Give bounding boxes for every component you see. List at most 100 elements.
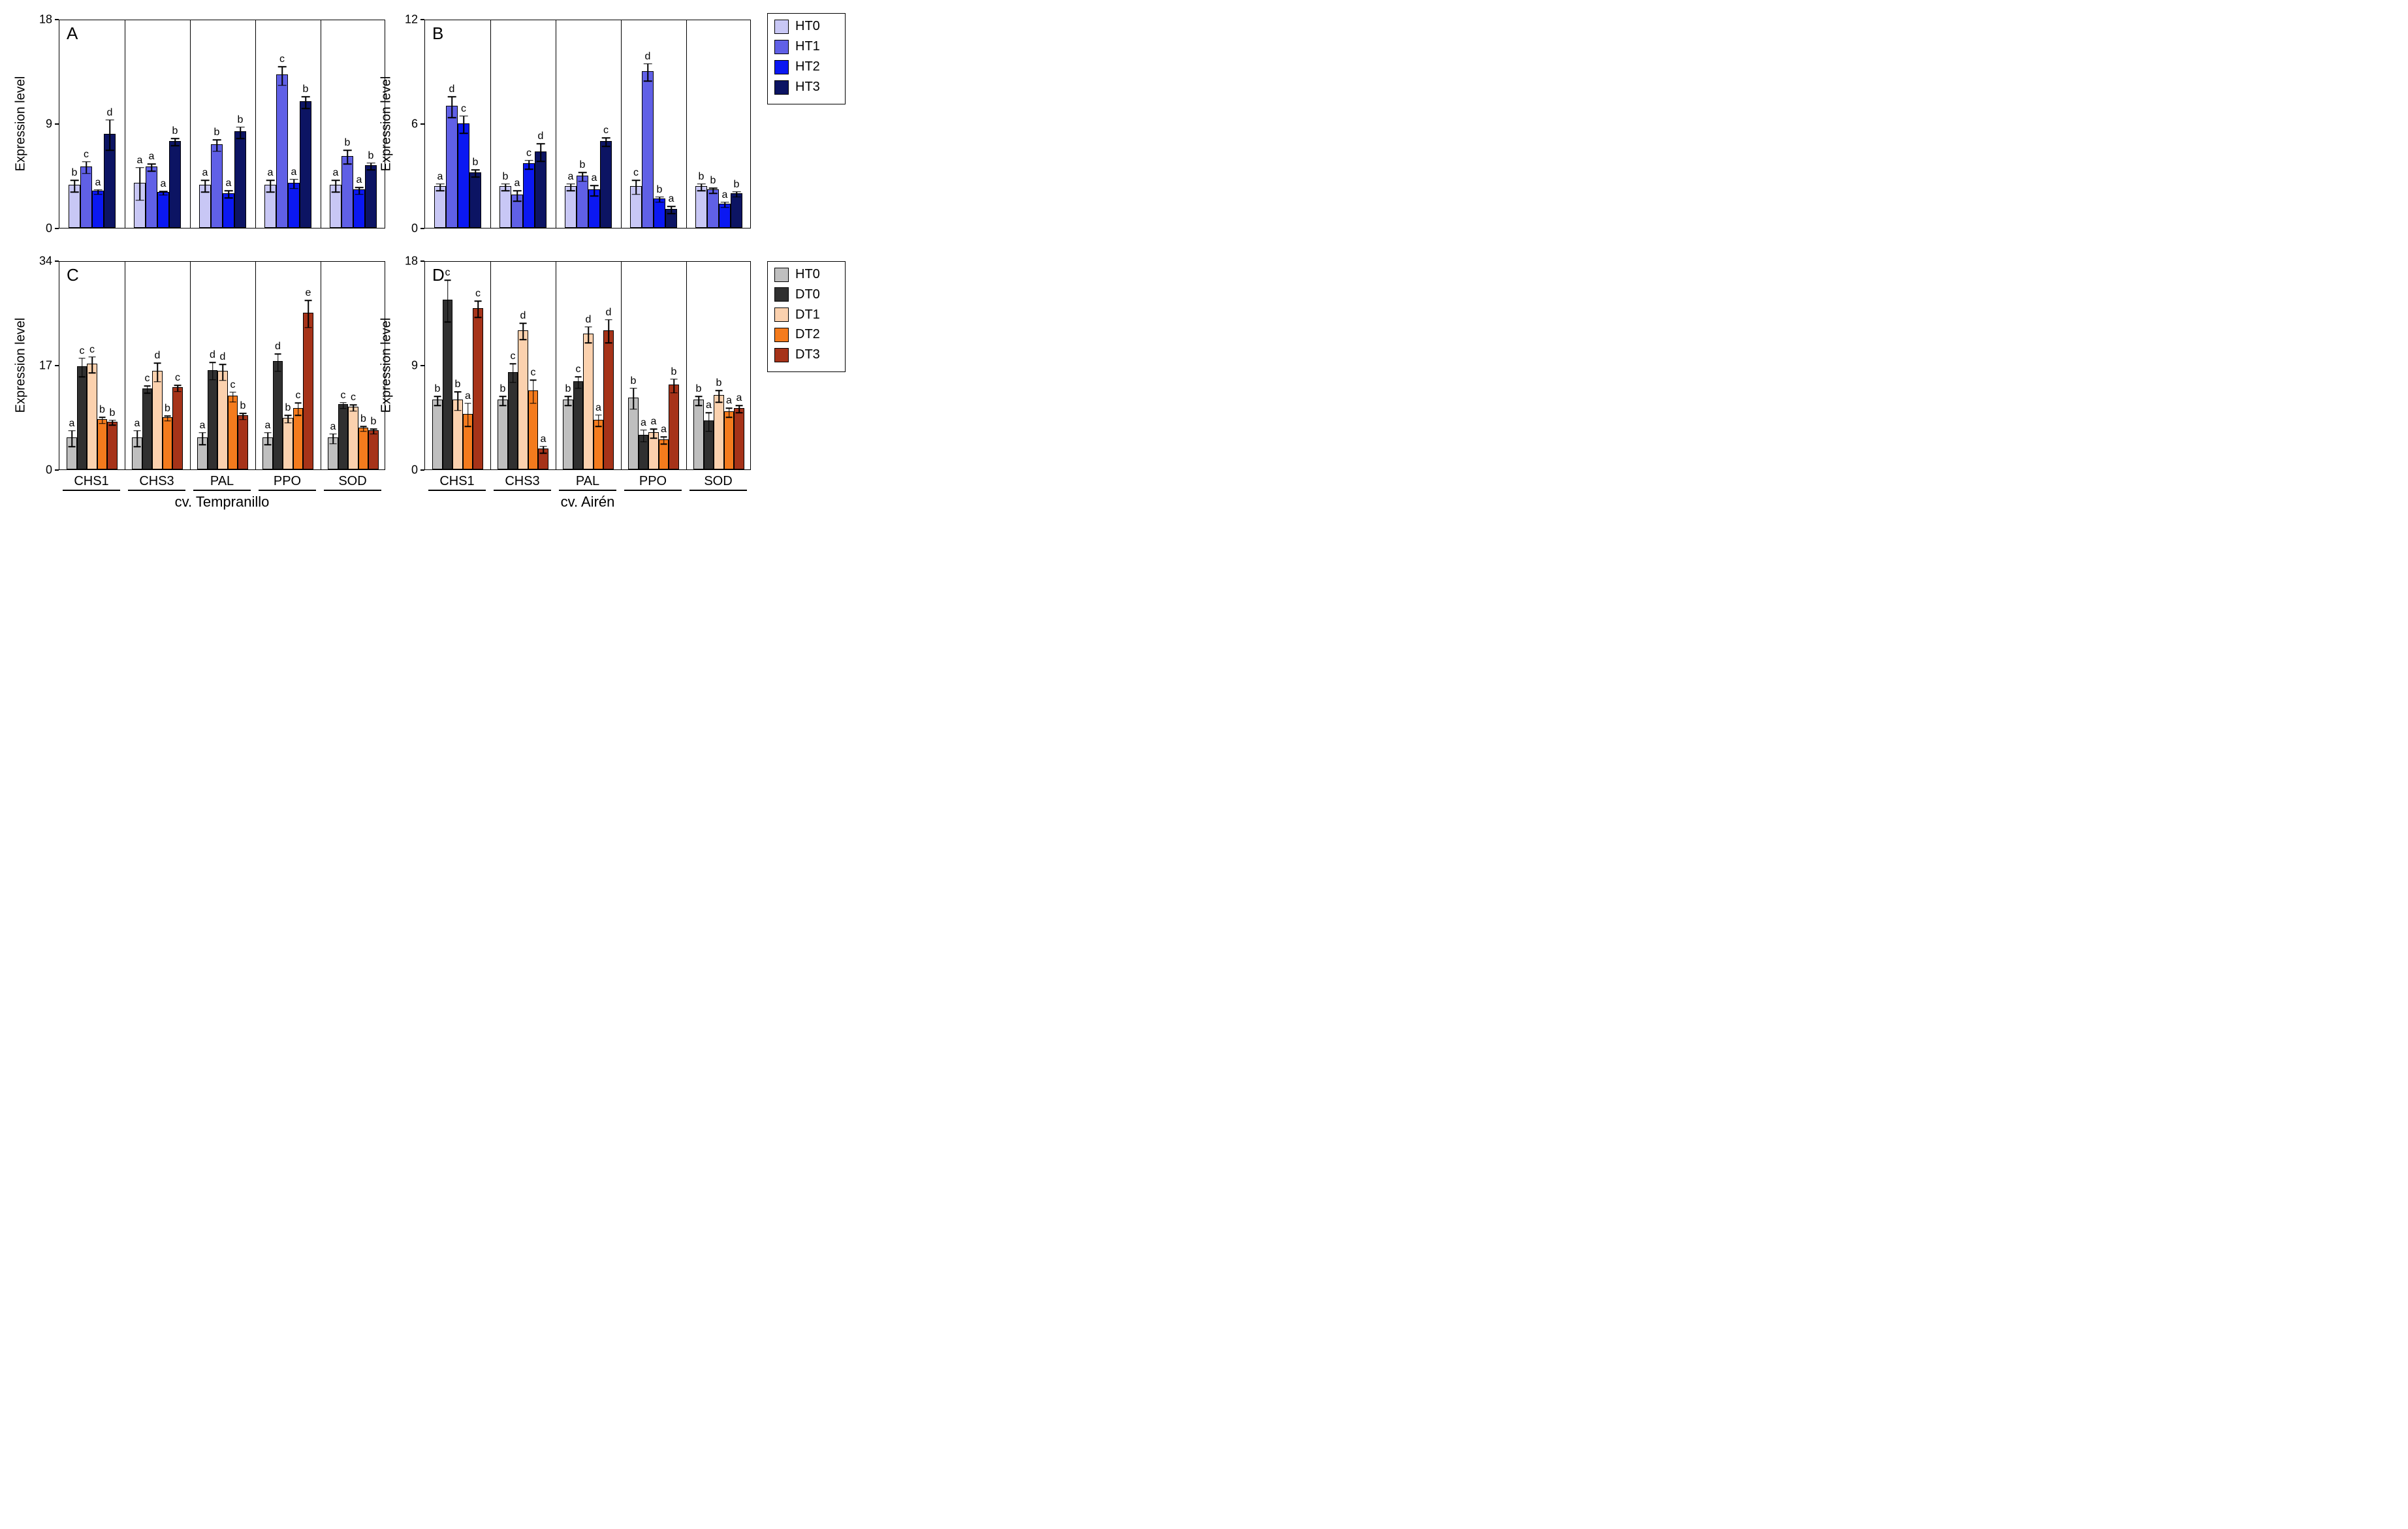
significance-label: a (669, 193, 674, 205)
panel-D: bcbacbcdcabcdadbaaabbabaa (424, 261, 751, 470)
error-cap (644, 81, 652, 82)
legend-label: HT1 (795, 39, 820, 54)
error-cap (733, 197, 741, 198)
legend-item: DT3 (774, 347, 820, 362)
y-tick-label: 17 (33, 359, 52, 373)
legend-item: HT0 (774, 267, 820, 282)
significance-label: b (99, 404, 105, 416)
error-cap (667, 206, 676, 208)
bar (669, 385, 679, 469)
bar (731, 193, 742, 228)
bar (163, 417, 173, 469)
bar (293, 408, 304, 469)
bar (693, 400, 704, 469)
significance-label: c (230, 379, 236, 391)
bar (724, 411, 735, 469)
y-tick (55, 123, 59, 125)
significance-label: b (214, 127, 220, 138)
bar (303, 313, 313, 469)
significance-label: c (80, 345, 85, 357)
group-divider (490, 20, 491, 228)
y-tick (420, 19, 424, 20)
error-bar (647, 64, 648, 82)
bar (300, 101, 311, 228)
bar (523, 163, 535, 228)
y-tick (420, 228, 424, 229)
x-category-label: CHS1 (439, 474, 474, 489)
significance-label: e (306, 287, 311, 299)
error-cap (134, 430, 141, 432)
legend-top: HT0HT1HT2HT3 (767, 13, 846, 104)
error-cap (209, 379, 216, 381)
error-cap (305, 327, 312, 328)
significance-label: a (291, 166, 297, 178)
significance-label: d (645, 51, 651, 63)
significance-label: b (172, 125, 178, 137)
y-axis-label: Expression level (379, 75, 394, 173)
error-cap (585, 343, 592, 344)
error-cap (171, 138, 180, 140)
error-cap (236, 127, 245, 128)
error-bar (708, 413, 710, 431)
legend-label: HT0 (795, 19, 820, 34)
significance-label: d (210, 349, 215, 361)
error-cap (567, 183, 575, 185)
error-bar (608, 320, 609, 343)
error-cap (136, 167, 144, 168)
error-cap (695, 405, 703, 407)
error-cap (225, 197, 233, 198)
significance-label: a (651, 416, 657, 428)
x-category-label: SOD (338, 474, 366, 489)
error-cap (695, 396, 703, 397)
significance-label: c (145, 373, 150, 385)
error-bar (204, 180, 206, 192)
error-cap (630, 409, 637, 410)
error-cap (721, 202, 729, 203)
bar (228, 396, 238, 469)
error-cap (89, 373, 96, 374)
error-bar (298, 403, 299, 415)
bar (508, 372, 518, 469)
bar (234, 131, 246, 228)
bar (238, 415, 248, 469)
x-category-label: PAL (210, 474, 234, 489)
group-divider (490, 262, 491, 469)
error-bar (437, 396, 438, 405)
error-bar (588, 327, 589, 343)
error-cap (448, 97, 456, 98)
bar (583, 334, 594, 469)
x-category-label: SOD (704, 474, 732, 489)
significance-label: b (580, 159, 586, 171)
y-axis-label: Expression level (379, 317, 394, 415)
error-cap (509, 382, 516, 383)
error-cap (332, 180, 340, 181)
error-bar (335, 180, 336, 192)
error-cap (434, 396, 441, 397)
bar (142, 388, 153, 469)
significance-label: a (265, 420, 271, 432)
error-cap (285, 415, 292, 417)
error-cap (475, 317, 482, 319)
error-cap (340, 408, 347, 409)
error-cap (725, 407, 733, 409)
error-bar (157, 363, 158, 381)
error-cap (367, 163, 375, 164)
y-tick-label: 9 (33, 118, 52, 131)
bar (276, 74, 288, 228)
y-tick-label: 18 (33, 13, 52, 27)
bar (642, 71, 654, 228)
error-cap (154, 381, 161, 383)
x-category-label: PPO (639, 474, 667, 489)
bar (600, 141, 612, 228)
error-cap (595, 415, 602, 416)
significance-label: c (511, 351, 516, 362)
error-cap (360, 431, 367, 432)
error-cap (575, 388, 582, 389)
x-underline (128, 490, 185, 491)
bar (535, 151, 547, 228)
error-bar (533, 380, 534, 403)
significance-label: a (333, 167, 339, 179)
error-cap (278, 85, 287, 86)
error-bar (643, 430, 644, 442)
error-bar (653, 429, 654, 438)
